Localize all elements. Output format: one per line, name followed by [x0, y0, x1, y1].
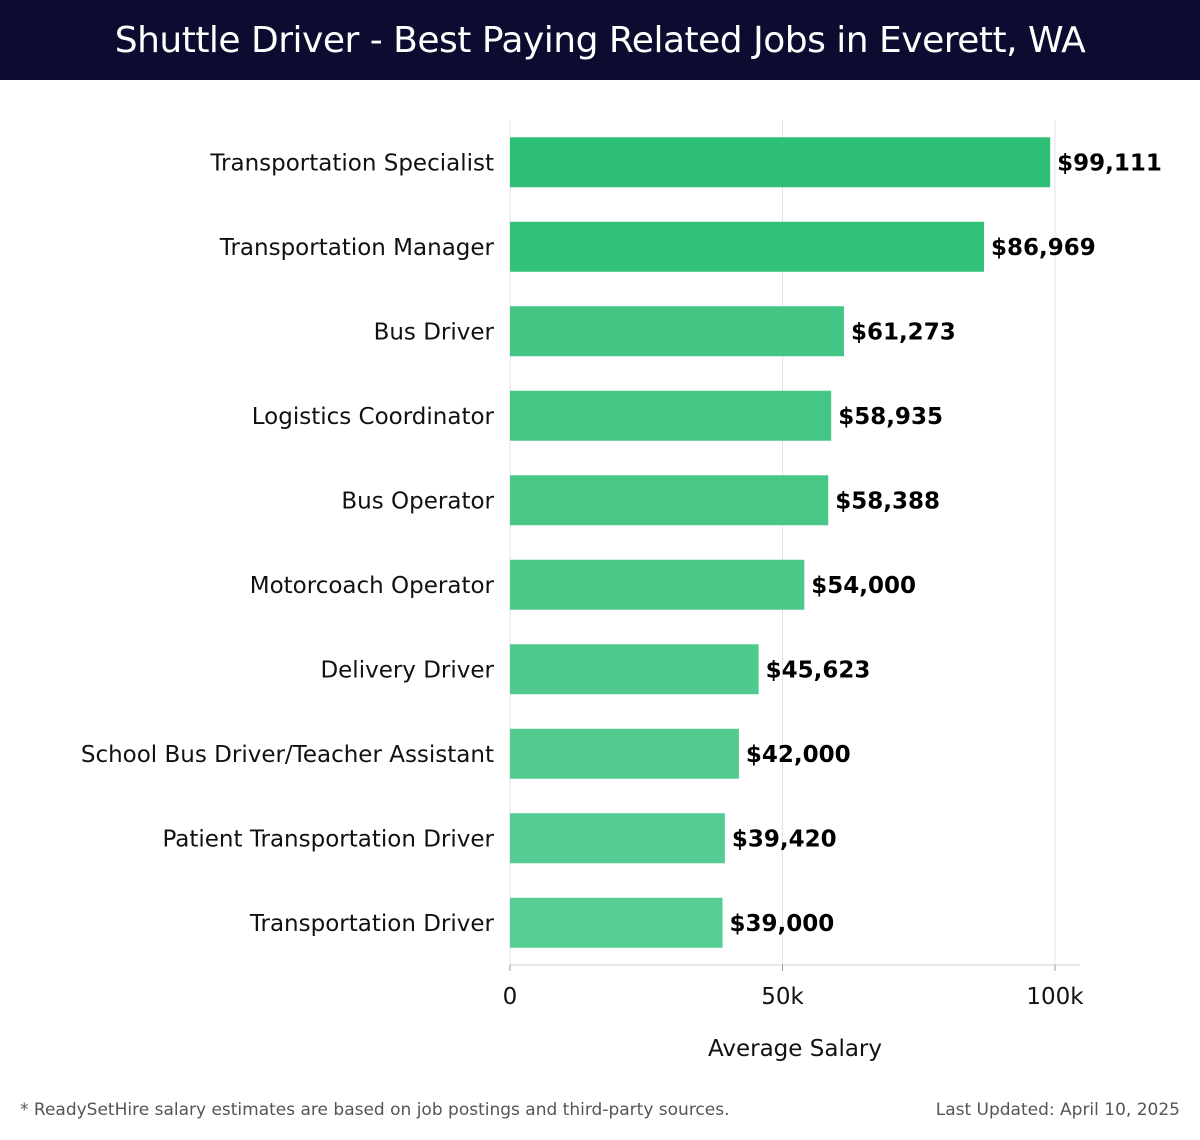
bar-5 [510, 559, 805, 610]
bar-2 [510, 306, 844, 357]
category-label-2: Bus Driver [374, 319, 495, 345]
x-tick-label-100k: 100k [1026, 984, 1084, 1010]
category-label-9: Transportation Driver [249, 911, 495, 937]
value-label-6: $45,623 [766, 657, 871, 683]
category-label-5: Motorcoach Operator [250, 573, 495, 599]
salary-bar-chart: Transportation Specialist $99,111 Transpor… [81, 120, 1162, 1062]
x-axis-title: Average Salary [708, 1036, 882, 1062]
bars [510, 137, 1051, 948]
value-label-5: $54,000 [811, 573, 916, 599]
bar-4 [510, 475, 829, 526]
bar-3 [510, 390, 832, 441]
source-note: * ReadySetHire salary estimates are base… [20, 1100, 730, 1120]
value-label-4: $58,388 [835, 488, 940, 514]
x-axis: 0 50k 100k [503, 964, 1084, 1010]
bar-8 [510, 813, 725, 864]
x-tick-label-0: 0 [503, 984, 518, 1010]
bar-6 [510, 644, 759, 695]
category-label-8: Patient Transportation Driver [162, 826, 494, 852]
value-label-1: $86,969 [991, 235, 1096, 261]
chart-title: Shuttle Driver - Best Paying Related Job… [114, 19, 1086, 61]
category-label-4: Bus Operator [341, 488, 494, 514]
value-label-8: $39,420 [732, 826, 837, 852]
value-label-9: $39,000 [730, 911, 835, 937]
bar-1 [510, 221, 984, 272]
last-updated: Last Updated: April 10, 2025 [935, 1100, 1180, 1120]
category-label-0: Transportation Specialist [209, 150, 494, 176]
value-label-0: $99,111 [1057, 150, 1162, 176]
labels: Transportation Specialist $99,111 Transpor… [81, 150, 1162, 937]
value-label-2: $61,273 [851, 319, 956, 345]
value-label-3: $58,935 [838, 404, 943, 430]
category-label-3: Logistics Coordinator [252, 404, 495, 430]
bar-0 [510, 137, 1051, 188]
value-label-7: $42,000 [746, 742, 851, 768]
category-label-7: School Bus Driver/Teacher Assistant [81, 742, 494, 768]
x-tick-label-50k: 50k [761, 984, 804, 1010]
category-label-1: Transportation Manager [219, 235, 495, 261]
category-label-6: Delivery Driver [320, 657, 494, 683]
bar-7 [510, 728, 739, 779]
bar-9 [510, 897, 723, 948]
chart-header: Shuttle Driver - Best Paying Related Job… [0, 0, 1200, 80]
